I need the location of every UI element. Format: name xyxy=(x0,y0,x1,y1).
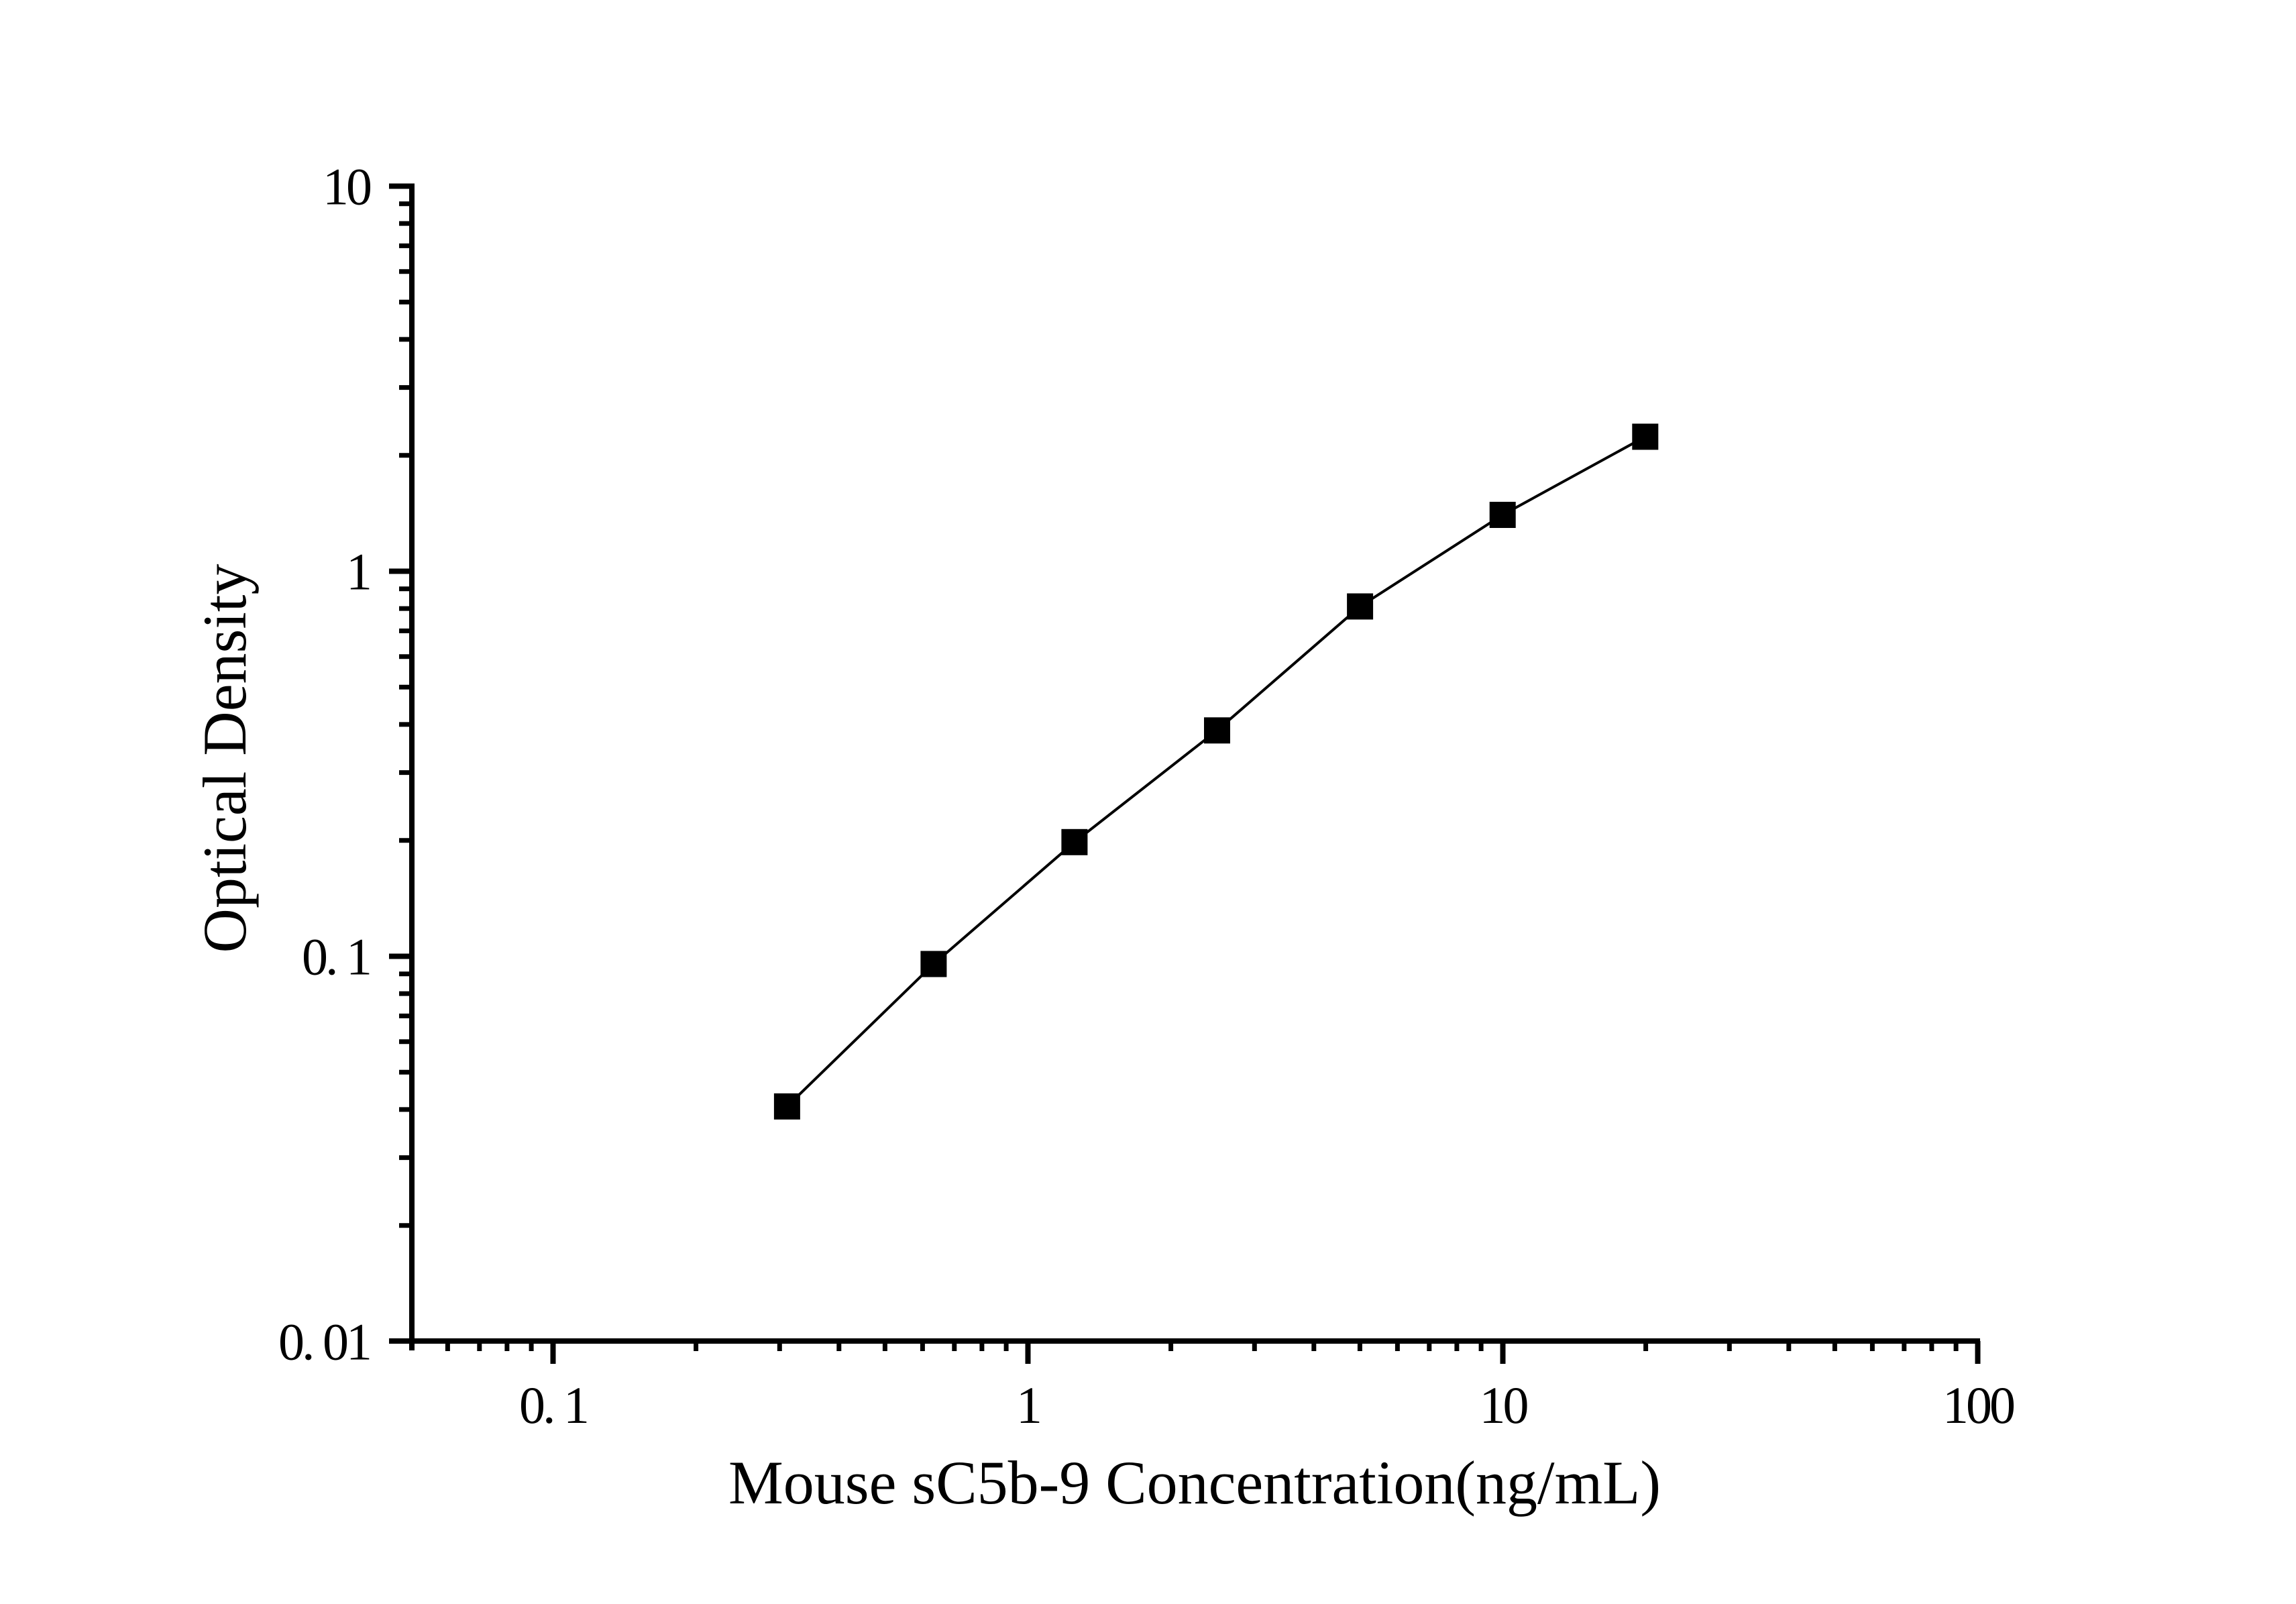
svg-text:0. 1: 0. 1 xyxy=(519,1376,587,1434)
svg-text:100: 100 xyxy=(1943,1376,2014,1434)
svg-text:10: 10 xyxy=(323,158,371,216)
svg-text:0. 01: 0. 01 xyxy=(278,1313,370,1371)
svg-text:1: 1 xyxy=(1016,1376,1040,1434)
svg-text:10: 10 xyxy=(1480,1376,1528,1434)
svg-text:1: 1 xyxy=(346,543,370,601)
svg-text:Mouse sC5b-9 Concentration(ng/: Mouse sC5b-9 Concentration(ng/mL) xyxy=(728,1448,1661,1517)
svg-text:Optical Density: Optical Density xyxy=(190,564,259,953)
svg-text:0. 1: 0. 1 xyxy=(302,928,370,986)
